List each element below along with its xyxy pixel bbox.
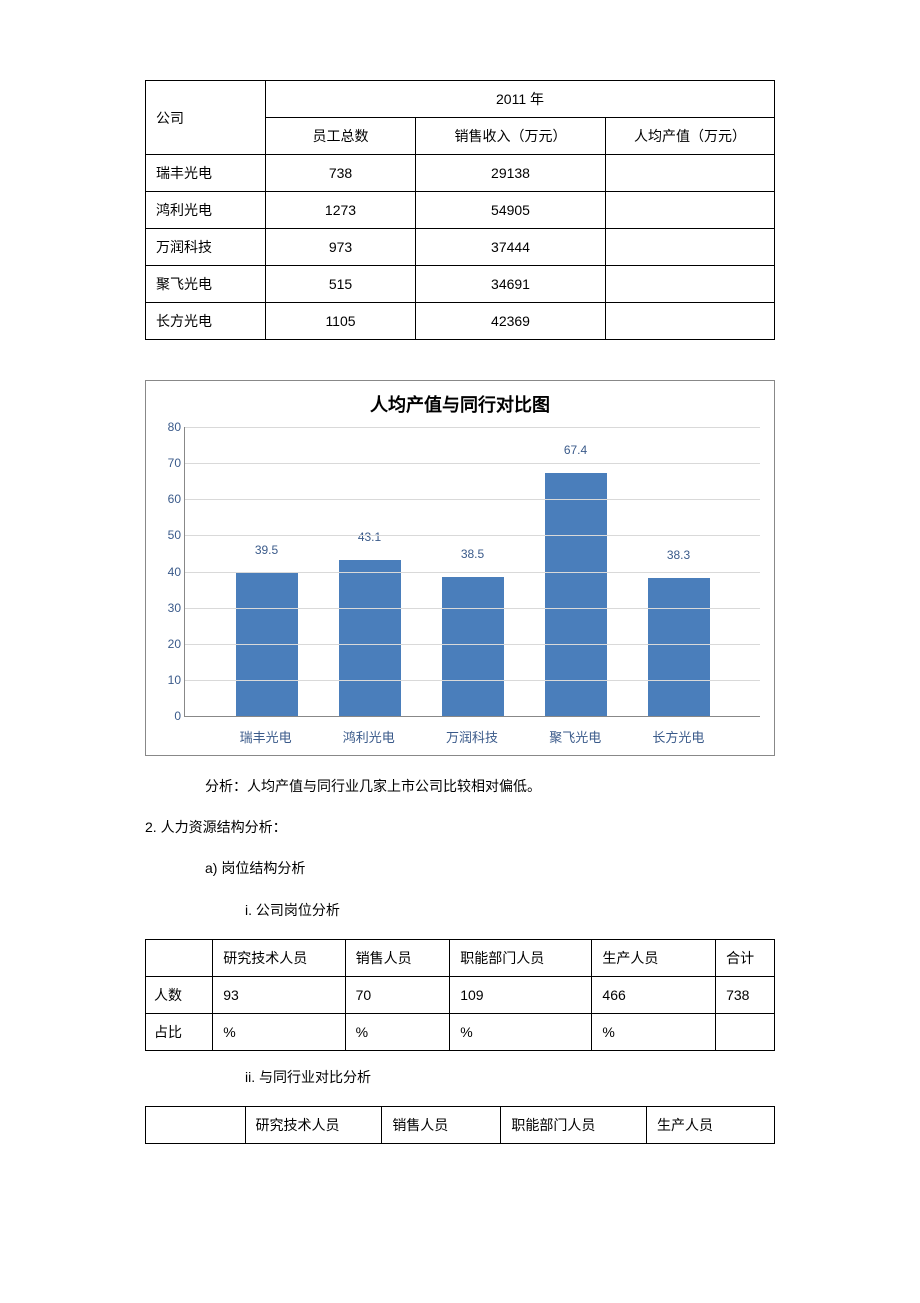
bar-value-label: 38.5 (461, 547, 484, 561)
cell: 93 (213, 976, 345, 1013)
table-row: 鸿利光电127354905 (146, 192, 775, 229)
company-table: 公司 2011 年 员工总数 销售收入（万元） 人均产值（万元） 瑞丰光电738… (145, 80, 775, 340)
y-tick: 0 (157, 709, 181, 723)
bar-value-label: 43.1 (358, 530, 381, 544)
bar (648, 578, 710, 716)
gridline (185, 499, 760, 500)
position-table: 研究技术人员销售人员职能部门人员生产人员合计 人数9370109466738占比… (145, 939, 775, 1051)
cell-company: 聚飞光电 (146, 266, 266, 303)
cell-company: 万润科技 (146, 229, 266, 266)
cell-revenue: 29138 (416, 155, 606, 192)
cell-revenue: 54905 (416, 192, 606, 229)
section-2a: a) 岗位结构分析 (145, 856, 775, 881)
cell-percap (606, 229, 775, 266)
x-label: 聚飞光电 (524, 721, 627, 747)
cell-revenue: 37444 (416, 229, 606, 266)
y-tick: 70 (157, 456, 181, 470)
th-col: 生产人员 (647, 1106, 775, 1143)
chart-plot: 39.543.138.567.438.3 01020304050607080 瑞… (184, 427, 760, 747)
cell: 70 (345, 976, 450, 1013)
table-row: 瑞丰光电73829138 (146, 155, 775, 192)
cell-employees: 1105 (266, 303, 416, 340)
th-company: 公司 (146, 81, 266, 155)
cell-revenue: 34691 (416, 266, 606, 303)
th-col: 销售人员 (382, 1106, 501, 1143)
gridline (185, 644, 760, 645)
cell-percap (606, 155, 775, 192)
row-label: 占比 (146, 1013, 213, 1050)
cell: % (592, 1013, 716, 1050)
cell-percap (606, 266, 775, 303)
table-row: 聚飞光电51534691 (146, 266, 775, 303)
bar (442, 577, 504, 716)
cell (716, 1013, 775, 1050)
th-col: 销售人员 (345, 939, 450, 976)
gridline (185, 608, 760, 609)
section-2-title: 2. 人力资源结构分析： (145, 815, 775, 840)
chart-title: 人均产值与同行对比图 (154, 385, 766, 427)
bar-value-label: 67.4 (564, 443, 587, 457)
th-col: 职能部门人员 (501, 1106, 647, 1143)
cell-percap (606, 303, 775, 340)
cell-revenue: 42369 (416, 303, 606, 340)
th-col: 职能部门人员 (450, 939, 592, 976)
y-tick: 50 (157, 528, 181, 542)
cell: 738 (716, 976, 775, 1013)
cell: 466 (592, 976, 716, 1013)
y-tick: 40 (157, 565, 181, 579)
gridline (185, 463, 760, 464)
row-label: 人数 (146, 976, 213, 1013)
x-label: 鸿利光电 (317, 721, 420, 747)
x-label: 瑞丰光电 (214, 721, 317, 747)
th-col (146, 939, 213, 976)
cell-company: 鸿利光电 (146, 192, 266, 229)
y-tick: 60 (157, 492, 181, 506)
table-row: 人数9370109466738 (146, 976, 775, 1013)
cell-company: 瑞丰光电 (146, 155, 266, 192)
plot-area: 39.543.138.567.438.3 01020304050607080 (184, 427, 760, 717)
th-col (146, 1106, 246, 1143)
percap-chart: 人均产值与同行对比图 39.5 43.1 38.5 67.4 38.3 0 10 20 30 4… (145, 380, 775, 756)
cell-percap (606, 192, 775, 229)
bar-value-label: 39.5 (255, 543, 278, 557)
section-2a-i: i. 公司岗位分析 (145, 898, 775, 923)
table-row: 占比%%%% (146, 1013, 775, 1050)
y-tick: 20 (157, 637, 181, 651)
peer-position-table: 研究技术人员销售人员职能部门人员生产人员 (145, 1106, 775, 1144)
th-col: 研究技术人员 (213, 939, 345, 976)
cell: % (345, 1013, 450, 1050)
bar (339, 560, 401, 716)
x-axis-labels: 瑞丰光电鸿利光电万润科技聚飞光电长方光电 (184, 721, 760, 747)
gridline (185, 680, 760, 681)
gridline (185, 427, 760, 428)
cell-employees: 515 (266, 266, 416, 303)
gridline (185, 535, 760, 536)
table-row: 长方光电110542369 (146, 303, 775, 340)
th-col: 合计 (716, 939, 775, 976)
cell-company: 长方光电 (146, 303, 266, 340)
analysis-text: 分析：人均产值与同行业几家上市公司比较相对偏低。 (145, 774, 775, 799)
x-label: 长方光电 (627, 721, 730, 747)
cell: % (213, 1013, 345, 1050)
table-row: 万润科技97337444 (146, 229, 775, 266)
section-2a-ii: ii. 与同行业对比分析 (145, 1065, 775, 1090)
th-year: 2011 年 (266, 81, 775, 118)
th-percap: 人均产值（万元） (606, 118, 775, 155)
y-tick: 10 (157, 673, 181, 687)
y-tick: 80 (157, 420, 181, 434)
th-employees: 员工总数 (266, 118, 416, 155)
cell-employees: 973 (266, 229, 416, 266)
gridline (185, 572, 760, 573)
cell-employees: 738 (266, 155, 416, 192)
th-revenue: 销售收入（万元） (416, 118, 606, 155)
x-label: 万润科技 (420, 721, 523, 747)
y-tick: 30 (157, 601, 181, 615)
cell: 109 (450, 976, 592, 1013)
cell: % (450, 1013, 592, 1050)
th-col: 研究技术人员 (245, 1106, 382, 1143)
bar-value-label: 38.3 (667, 548, 690, 562)
cell-employees: 1273 (266, 192, 416, 229)
th-col: 生产人员 (592, 939, 716, 976)
